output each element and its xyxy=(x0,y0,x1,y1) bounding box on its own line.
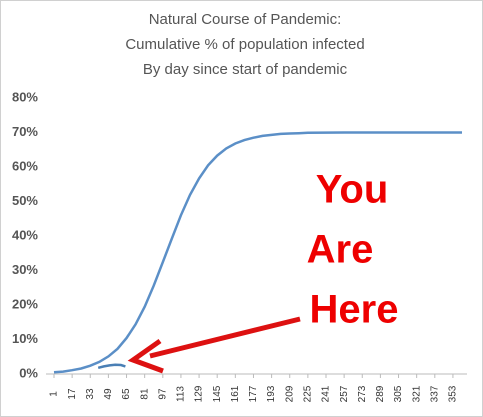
x-tick-label: 177 xyxy=(248,385,259,402)
y-tick-label: 0% xyxy=(19,365,38,380)
annotation: Here xyxy=(310,288,399,332)
x-tick-label: 337 xyxy=(429,385,440,402)
y-tick-label: 60% xyxy=(12,158,38,173)
x-tick-label: 241 xyxy=(321,385,332,402)
y-tick-label: 10% xyxy=(12,331,38,346)
x-tick-label: 49 xyxy=(103,388,114,400)
y-tick-label: 50% xyxy=(12,193,38,208)
chart-title: Natural Course of Pandemic: xyxy=(149,11,342,28)
x-tick-label: 33 xyxy=(85,388,96,400)
x-tick-label: 97 xyxy=(157,388,168,400)
arrow xyxy=(127,316,301,374)
arrow-shaft xyxy=(149,316,301,359)
x-tick-label: 193 xyxy=(266,385,277,402)
y-tick-label: 30% xyxy=(12,262,38,277)
x-tick-label: 145 xyxy=(212,385,223,402)
y-tick-label: 70% xyxy=(12,124,38,139)
x-tick-label: 209 xyxy=(284,385,295,402)
line xyxy=(97,363,126,370)
chart-title: By day since start of pandemic xyxy=(143,61,348,78)
annotation: You xyxy=(316,168,389,212)
x-tick-label: 305 xyxy=(393,385,404,402)
annotation: Are xyxy=(307,228,374,272)
x-tick-label: 65 xyxy=(121,388,132,400)
y-tick-label: 20% xyxy=(12,296,38,311)
x-tick-label: 1 xyxy=(49,391,60,397)
x-tick-label: 273 xyxy=(357,385,368,402)
line xyxy=(53,131,462,374)
x-tick-label: 161 xyxy=(230,385,241,402)
x-tick-label: 113 xyxy=(176,386,187,402)
x-tick-label: 257 xyxy=(339,385,350,402)
y-tick-label: 80% xyxy=(12,89,38,104)
x-tick-label: 225 xyxy=(303,385,314,402)
x-tick-label: 353 xyxy=(448,385,459,402)
y-tick-label: 40% xyxy=(12,227,38,242)
x-tick-label: 321 xyxy=(411,385,422,402)
x-tick-label: 81 xyxy=(139,388,150,400)
x-tick-label: 129 xyxy=(194,385,205,402)
x-tick-label: 289 xyxy=(375,385,386,402)
arrow-head xyxy=(127,338,164,374)
x-tick-label: 17 xyxy=(67,388,78,400)
chart-title: Cumulative % of population infected xyxy=(125,36,364,53)
